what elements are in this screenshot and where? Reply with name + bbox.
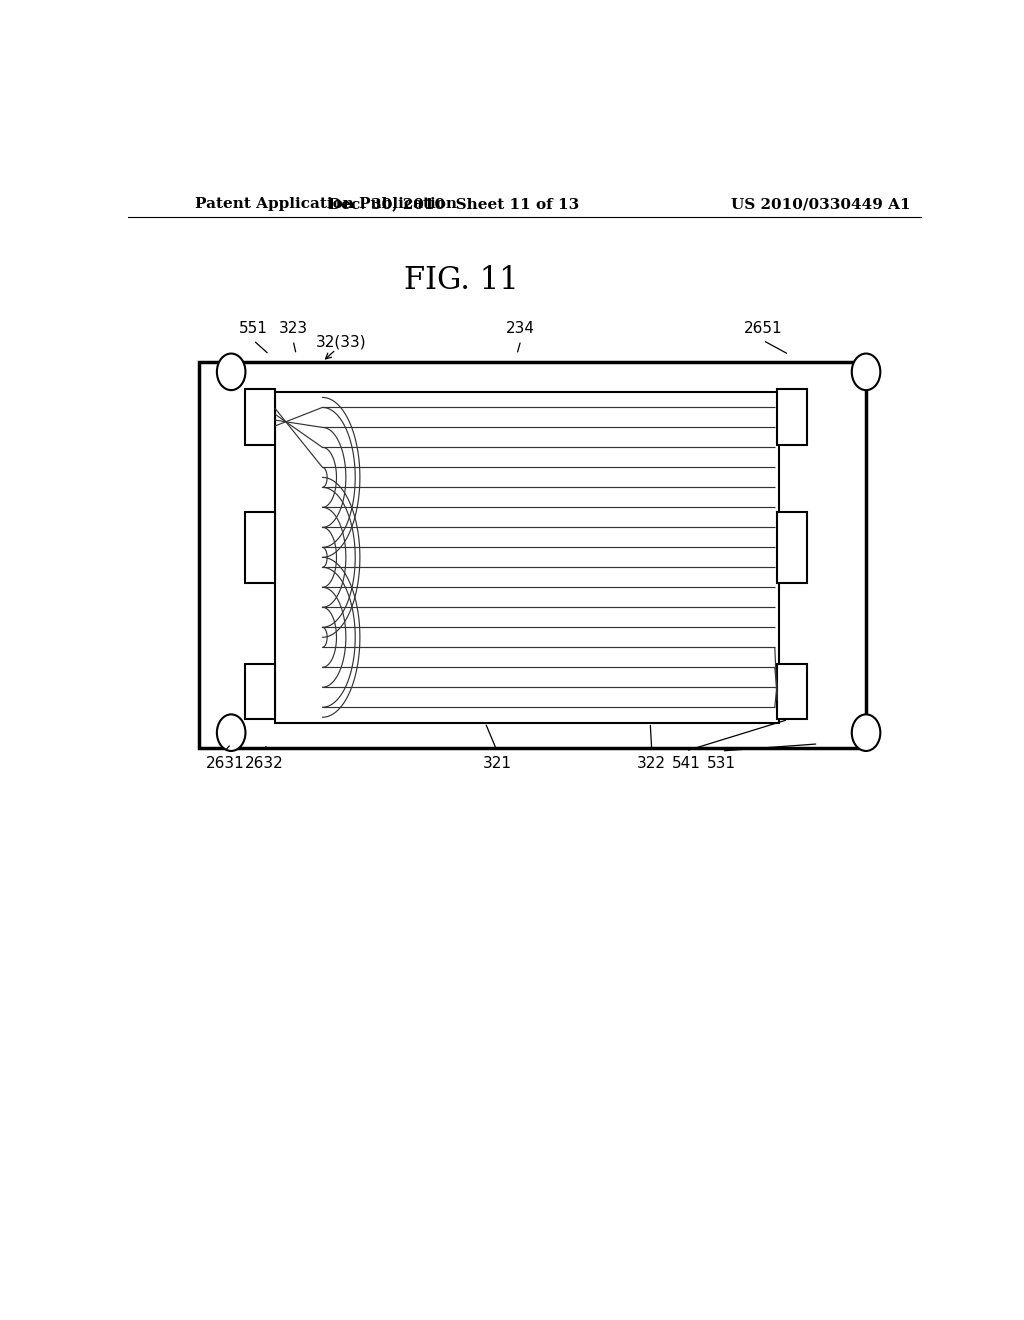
Text: US 2010/0330449 A1: US 2010/0330449 A1	[731, 197, 910, 211]
Text: Dec. 30, 2010  Sheet 11 of 13: Dec. 30, 2010 Sheet 11 of 13	[328, 197, 579, 211]
Text: FIG. 11: FIG. 11	[403, 265, 519, 296]
Circle shape	[217, 714, 246, 751]
Text: 322: 322	[637, 755, 667, 771]
Bar	[274, 392, 779, 722]
Bar	[777, 512, 807, 583]
Text: 2651: 2651	[743, 321, 782, 335]
Text: 323: 323	[279, 321, 307, 335]
Circle shape	[852, 714, 881, 751]
Text: 2632: 2632	[245, 755, 284, 771]
Bar	[246, 389, 274, 445]
Text: 541: 541	[672, 755, 700, 771]
Bar	[777, 389, 807, 445]
Bar	[200, 362, 866, 748]
Text: 32(33): 32(33)	[315, 335, 366, 350]
Bar	[246, 512, 274, 583]
Circle shape	[217, 354, 246, 391]
Text: 2631: 2631	[206, 755, 244, 771]
Text: Patent Application Publication: Patent Application Publication	[196, 197, 458, 211]
Text: 321: 321	[482, 755, 512, 771]
Bar	[777, 664, 807, 719]
Text: 234: 234	[506, 321, 536, 335]
Text: 551: 551	[239, 321, 268, 335]
Bar	[246, 664, 274, 719]
Text: 531: 531	[708, 755, 736, 771]
Circle shape	[852, 354, 881, 391]
